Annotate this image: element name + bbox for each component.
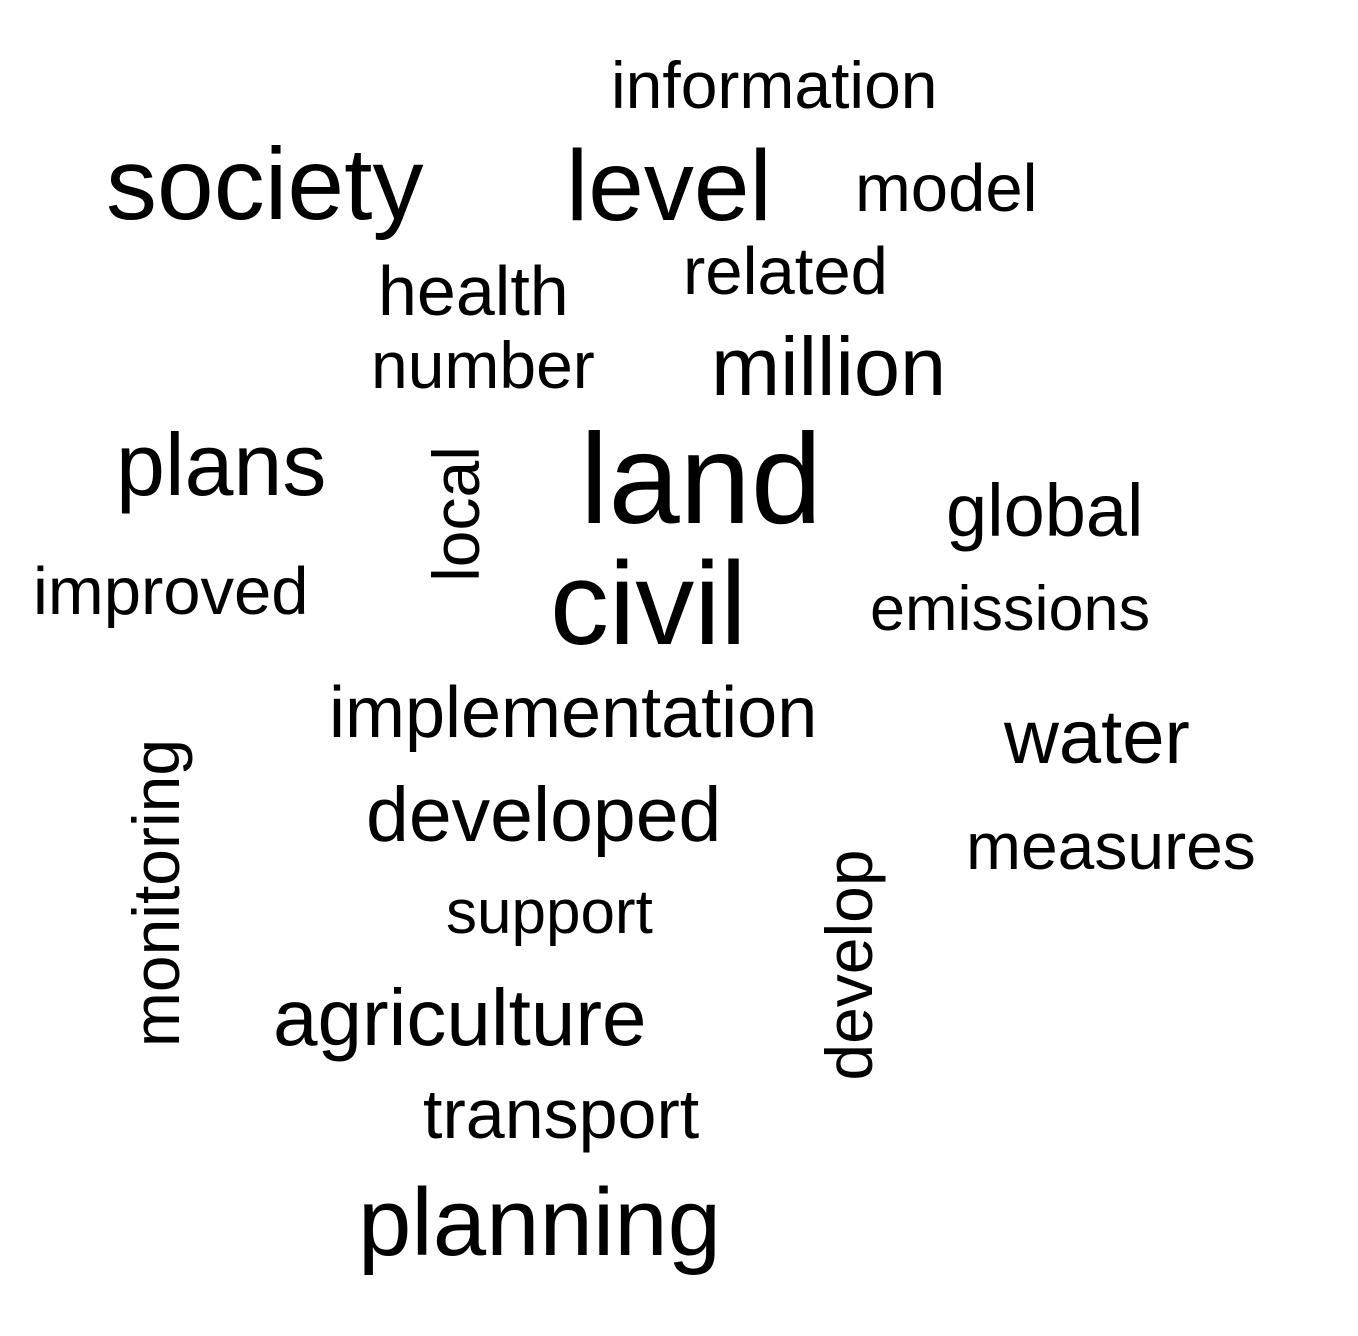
- word-developed: developed: [366, 772, 722, 858]
- word-plans: plans: [116, 415, 327, 514]
- word-land: land: [580, 408, 822, 551]
- word-health: health: [378, 252, 569, 330]
- word-emissions: emissions: [870, 574, 1151, 644]
- word-implementation: implementation: [329, 673, 818, 753]
- word-local: local: [419, 446, 493, 582]
- word-measures: measures: [966, 809, 1256, 883]
- word-transport: transport: [423, 1075, 700, 1153]
- word-million: million: [711, 320, 947, 413]
- word-information: information: [611, 48, 938, 122]
- word-civil: civil: [550, 538, 747, 670]
- word-improved: improved: [33, 554, 309, 629]
- word-related: related: [683, 234, 888, 309]
- word-develop: develop: [812, 849, 886, 1081]
- word-support: support: [446, 878, 653, 947]
- word-number: number: [371, 328, 595, 402]
- word-level: level: [566, 130, 772, 242]
- word-global: global: [946, 469, 1144, 552]
- word-model: model: [855, 151, 1038, 226]
- word-water: water: [1004, 695, 1190, 780]
- word-agriculture: agriculture: [273, 973, 647, 1062]
- word-society: society: [106, 127, 424, 241]
- word-monitoring: monitoring: [119, 738, 193, 1048]
- word-planning: planning: [358, 1169, 721, 1276]
